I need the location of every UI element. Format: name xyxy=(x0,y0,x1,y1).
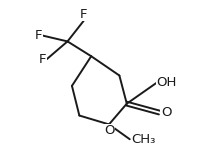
Text: CH₃: CH₃ xyxy=(131,133,156,146)
Text: F: F xyxy=(80,8,88,21)
Text: F: F xyxy=(39,53,47,66)
Text: O: O xyxy=(161,106,171,119)
Text: F: F xyxy=(35,29,42,42)
Text: OH: OH xyxy=(157,76,177,89)
Text: O: O xyxy=(104,124,114,137)
